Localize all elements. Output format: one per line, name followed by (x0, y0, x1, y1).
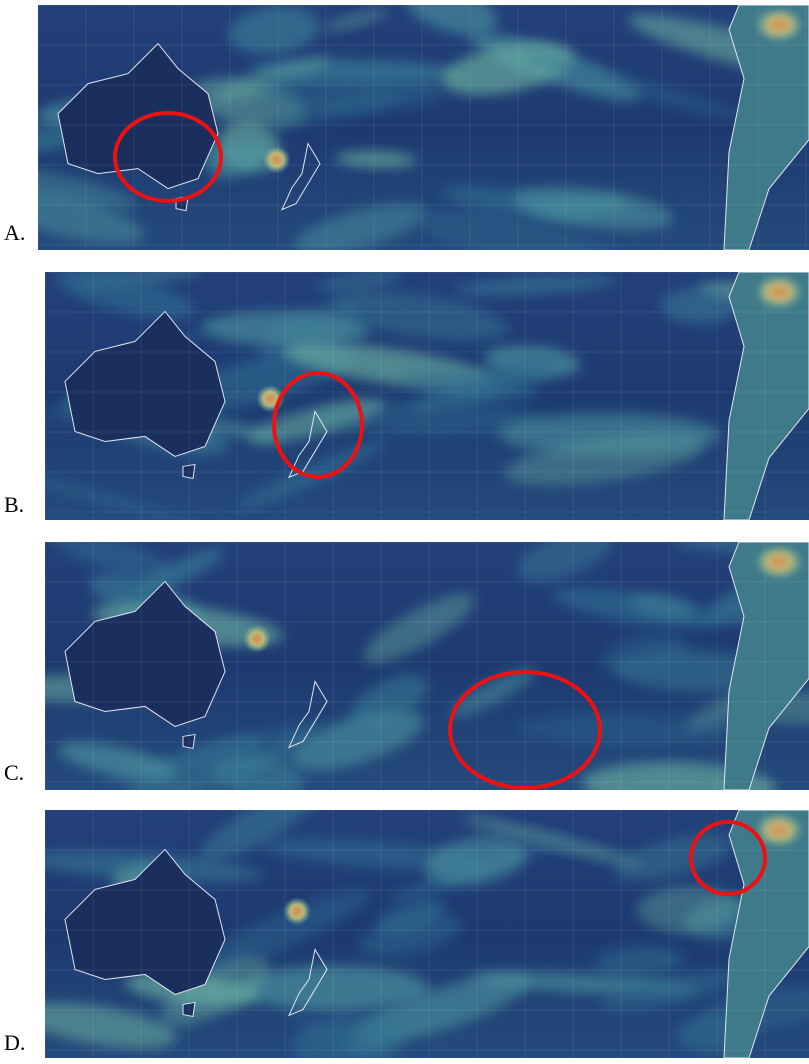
flow-streak (600, 631, 689, 677)
flow-streak (240, 965, 429, 1011)
flow-streak (629, 594, 696, 618)
moisture (754, 274, 804, 310)
flow-streak (45, 1002, 177, 1048)
flow-streak (521, 53, 745, 120)
land-new-zealand (288, 948, 328, 1017)
land-australia (64, 310, 226, 457)
flow-streak (350, 673, 429, 730)
land-tasmania (182, 463, 196, 480)
flow-streak (193, 889, 371, 974)
panel-label: D. (4, 1030, 25, 1055)
moisture (754, 544, 804, 580)
flow-streak (45, 462, 203, 520)
flow-streak (259, 69, 446, 112)
flow-streak (637, 885, 740, 934)
flow-streak (247, 399, 385, 444)
moisture (754, 812, 804, 848)
storm-core (262, 145, 291, 174)
flow-streak (46, 542, 175, 581)
land-south-america (723, 810, 809, 1058)
flow-streak (323, 9, 389, 31)
land-australia (64, 848, 226, 995)
flow-streak (335, 151, 417, 168)
flow-streak (55, 272, 195, 319)
flow-streak (613, 834, 734, 881)
flow-streak (290, 709, 425, 771)
map-panel (45, 272, 809, 520)
flow-streak (515, 713, 735, 746)
panel-label: B. (4, 492, 24, 517)
flow-streak (594, 945, 684, 977)
map-panel (45, 542, 809, 790)
land-south-america (723, 542, 809, 790)
flow-streak (294, 203, 427, 250)
land-new-zealand (288, 680, 328, 749)
panel-label: A. (4, 220, 25, 245)
land-new-zealand (281, 142, 321, 211)
land-new-zealand (288, 410, 328, 479)
flow-streak (425, 836, 527, 886)
flow-streak (262, 91, 404, 127)
land-south-america (723, 5, 809, 250)
flow-streak (363, 593, 475, 663)
flow-streak (599, 970, 739, 1012)
flow-streak (418, 210, 630, 250)
flow-streak (202, 311, 371, 347)
flow-streak (38, 166, 136, 209)
storm-core (242, 624, 271, 653)
land-south-america (723, 272, 809, 520)
land-australia (64, 580, 226, 727)
flow-streak (346, 1012, 411, 1057)
map-panel (45, 810, 809, 1058)
highlight-circle (689, 820, 767, 896)
highlight-circle (448, 670, 602, 790)
flow-streak (330, 290, 509, 342)
flow-streak (405, 5, 498, 35)
flow-streak (228, 6, 320, 55)
highlight-circle (272, 371, 364, 479)
flow-streak (453, 275, 617, 295)
flow-streak (660, 287, 737, 325)
flow-streak (38, 191, 144, 244)
flow-streak (233, 728, 318, 779)
flow-streak (45, 851, 263, 882)
flow-streak (377, 897, 446, 935)
flow-streak (137, 548, 225, 594)
land-tasmania (182, 733, 196, 750)
land-australia (57, 42, 219, 190)
flow-streak (212, 754, 304, 790)
panel-label: C. (4, 760, 24, 785)
flow-streak (517, 542, 614, 583)
flow-streak (58, 742, 177, 780)
flow-streak (450, 667, 537, 718)
flow-streak (198, 810, 323, 862)
flow-streak (207, 141, 271, 178)
highlight-circle (113, 111, 223, 203)
moisture (754, 7, 804, 43)
flow-streak (315, 272, 403, 292)
land-tasmania (182, 1001, 196, 1018)
storm-core (283, 897, 312, 926)
flow-streak (512, 186, 674, 230)
flow-streak (498, 412, 721, 456)
flow-streak (403, 370, 541, 401)
map-panel (38, 5, 809, 250)
